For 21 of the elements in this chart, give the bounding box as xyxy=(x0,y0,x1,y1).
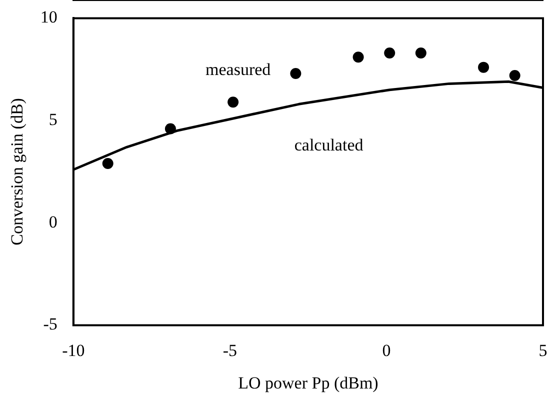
point xyxy=(164,123,176,134)
series-label: calculated xyxy=(294,136,364,155)
y-tick-label: 5 xyxy=(48,110,58,129)
y-tick-label: 10 xyxy=(40,8,58,27)
point xyxy=(478,62,490,73)
series-label: measured xyxy=(206,60,272,79)
x-axis-title: LO power Pp (dBm) xyxy=(238,373,378,392)
point xyxy=(228,96,239,108)
y-tick-label: -5 xyxy=(43,314,58,334)
point xyxy=(384,47,396,58)
x-tick-label: -5 xyxy=(222,340,238,360)
x-tick-label: 5 xyxy=(538,340,548,360)
point xyxy=(102,158,114,170)
point xyxy=(509,70,520,82)
point xyxy=(290,68,302,79)
point xyxy=(352,52,364,63)
point xyxy=(415,47,426,58)
x-tick-label: 0 xyxy=(382,340,391,360)
x-tick-label: -10 xyxy=(62,340,85,360)
y-tick-label: 0 xyxy=(48,212,58,232)
y-axis-title: Conversion gain (dB) xyxy=(8,98,27,246)
